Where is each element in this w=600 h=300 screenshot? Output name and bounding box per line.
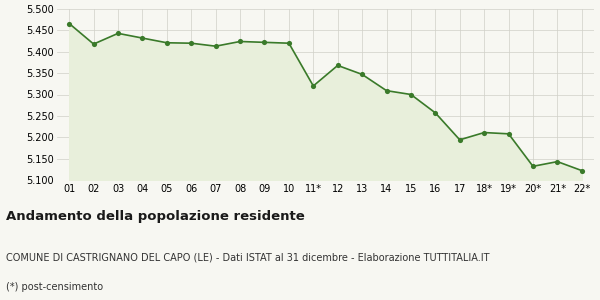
Point [260, 40, 269, 45]
Point [113, 31, 123, 36]
Point [187, 41, 196, 46]
Text: (*) post-censimento: (*) post-censimento [6, 282, 103, 292]
Point [89, 42, 98, 46]
Point [211, 44, 220, 49]
Point [382, 88, 391, 93]
Point [577, 168, 587, 173]
Point [162, 40, 172, 45]
Point [235, 39, 245, 44]
Point [479, 130, 489, 135]
Point [455, 137, 464, 142]
Point [406, 92, 416, 97]
Point [553, 159, 562, 164]
Point [64, 21, 74, 26]
Point [358, 72, 367, 77]
Point [308, 84, 318, 88]
Point [528, 164, 538, 169]
Point [504, 131, 514, 136]
Text: Andamento della popolazione residente: Andamento della popolazione residente [6, 210, 305, 223]
Point [284, 41, 293, 46]
Point [431, 110, 440, 115]
Text: COMUNE DI CASTRIGNANO DEL CAPO (LE) - Dati ISTAT al 31 dicembre - Elaborazione T: COMUNE DI CASTRIGNANO DEL CAPO (LE) - Da… [6, 252, 490, 262]
Point [333, 63, 343, 68]
Point [137, 36, 147, 40]
